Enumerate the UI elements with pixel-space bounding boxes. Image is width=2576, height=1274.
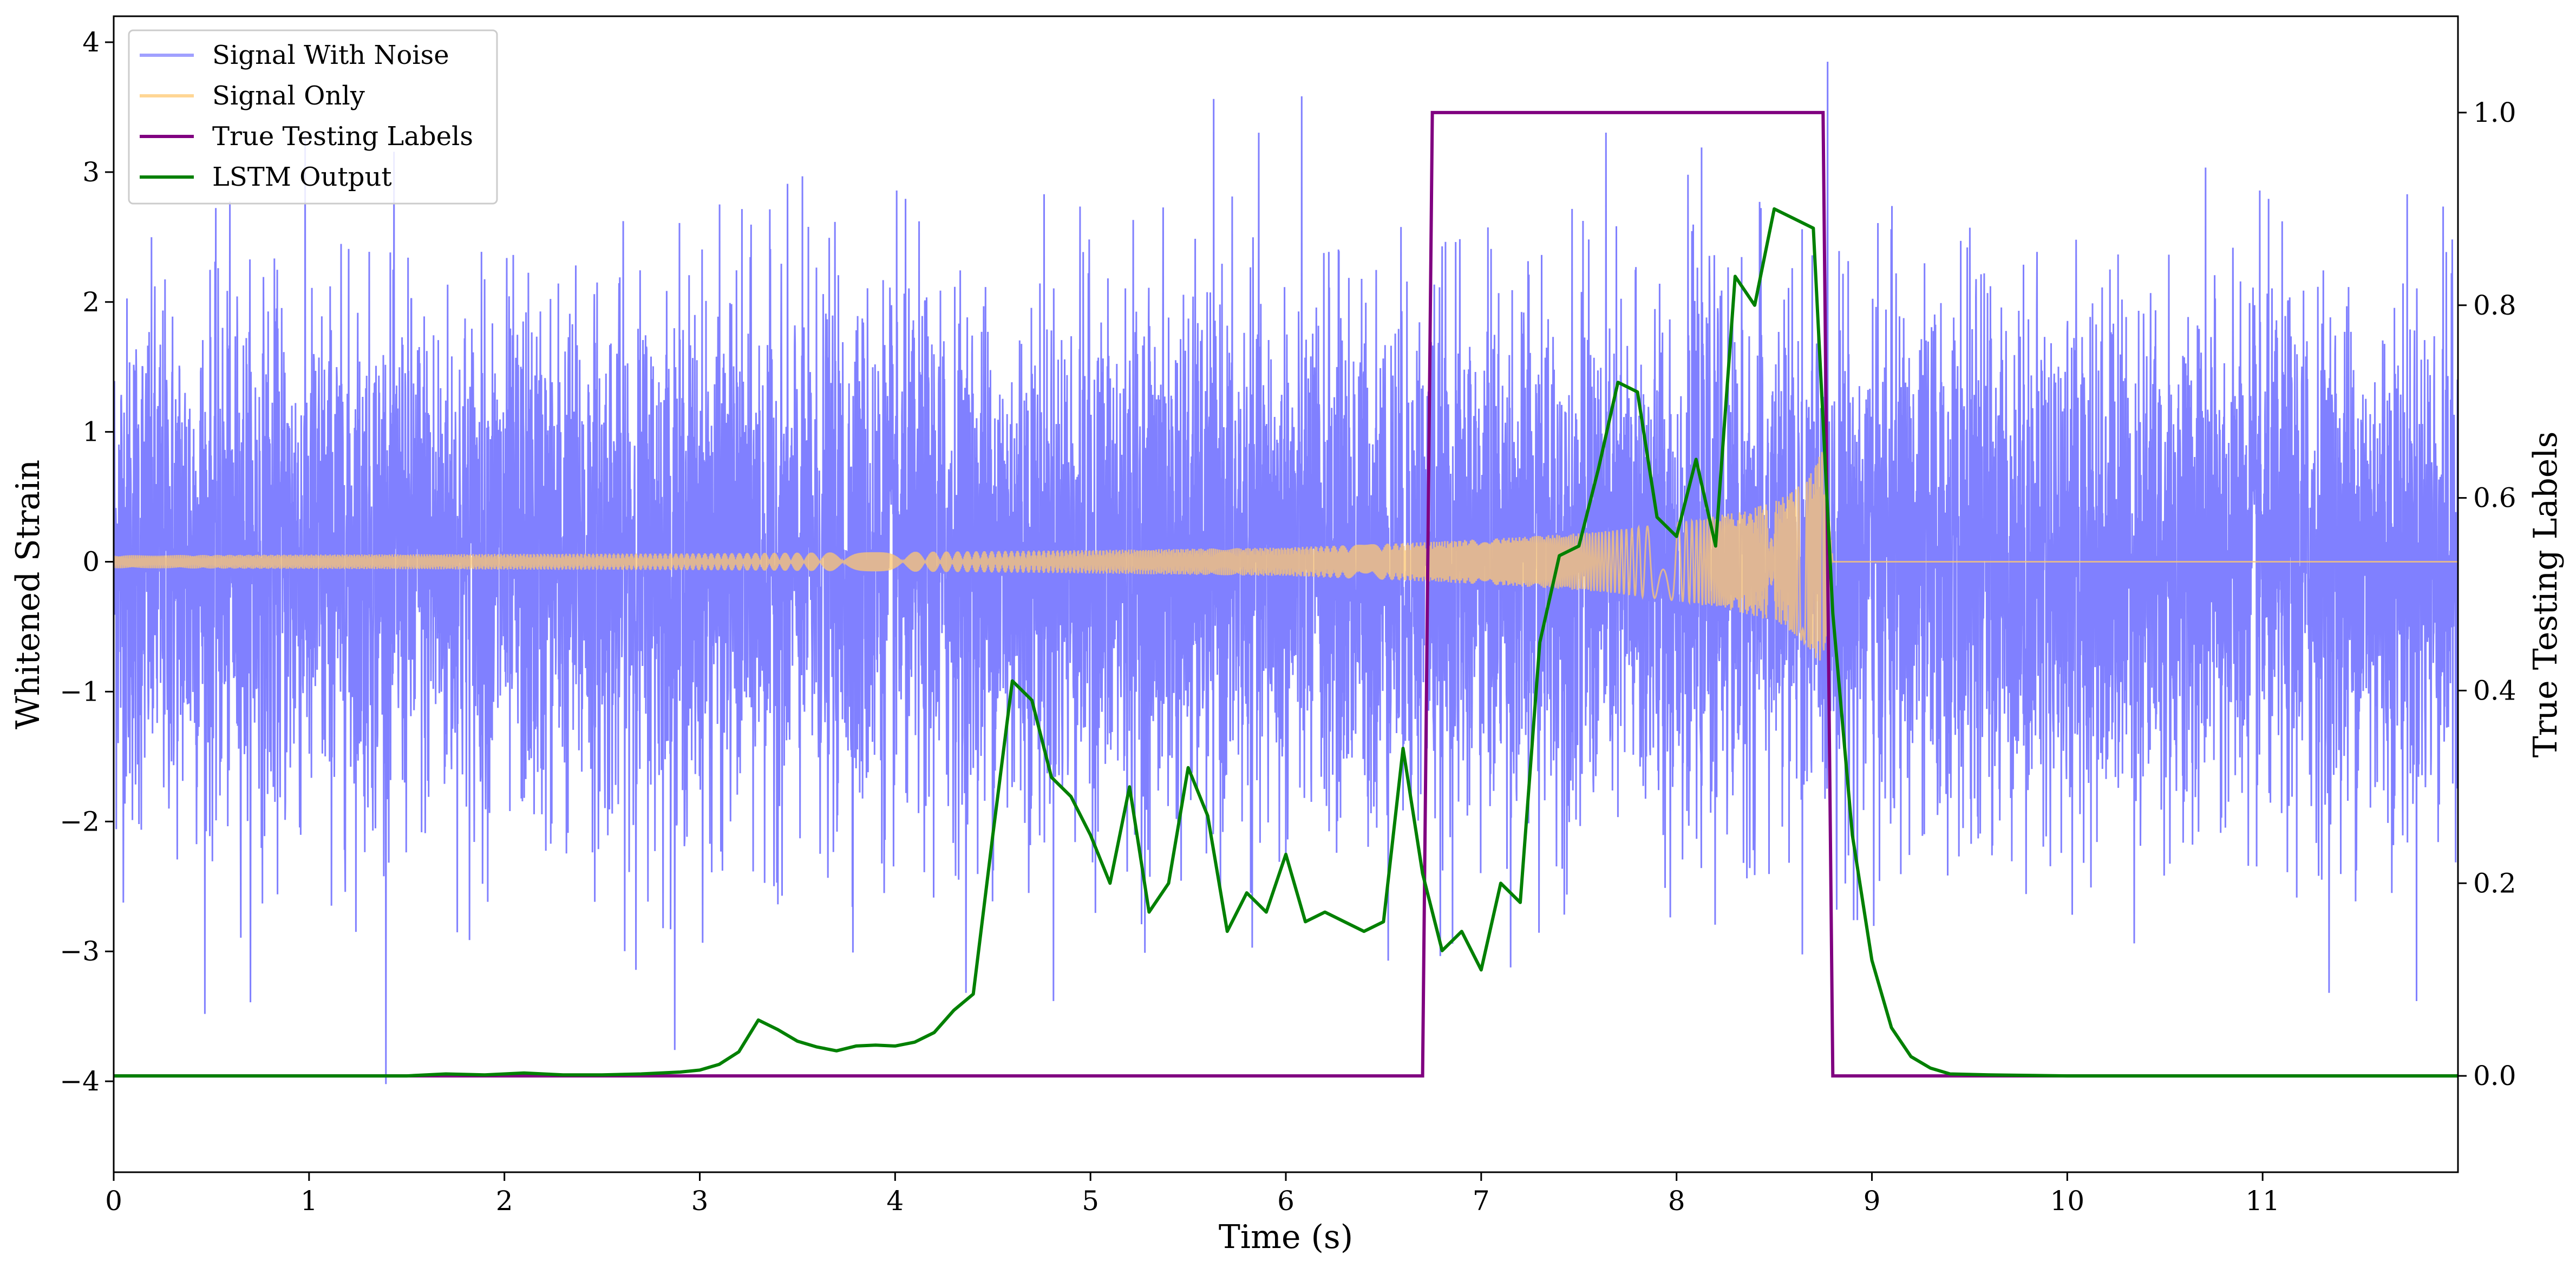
legend-box [128, 29, 498, 205]
legend-label: Signal With Noise [212, 40, 449, 70]
legend-label: LSTM Output [212, 162, 392, 192]
y-tick-label: −2 [60, 806, 100, 837]
y-tick-label: −4 [60, 1066, 100, 1097]
y-axis-title: Whitened Strain [9, 460, 47, 729]
y-tick-label: 1 [82, 416, 100, 448]
x-tick-label: 8 [1668, 1185, 1685, 1217]
y2-tick-label: 0.6 [2473, 482, 2516, 514]
y-tick-label: 2 [82, 286, 100, 318]
lstm-output-line [114, 207, 2458, 1078]
y2-tick-label: 1.0 [2473, 97, 2516, 128]
y-tick-label: 3 [82, 156, 100, 188]
x-tick-label: 1 [300, 1185, 318, 1217]
y-tick-label: −1 [60, 676, 100, 707]
x-tick-label: 5 [1082, 1185, 1099, 1217]
y2-tick-label: 0.4 [2473, 675, 2516, 706]
legend-label: True Testing Labels [212, 121, 473, 152]
true-testing-labels-series [114, 110, 2458, 1078]
lstm-output-series [114, 207, 2458, 1078]
y-axis-left: −4 −3 −2 −1 0 1 2 3 4 [60, 27, 114, 1097]
x-axis-title: Time (s) [1219, 1218, 1353, 1256]
y2-tick-label: 0.2 [2473, 867, 2516, 899]
x-tick-label: 2 [496, 1185, 513, 1217]
y-tick-label: −3 [60, 936, 100, 967]
plot-area [114, 61, 2458, 1084]
legend: Signal With Noise Signal Only True Testing… [128, 29, 498, 205]
legend-label: Signal Only [212, 81, 365, 111]
true-testing-labels-line [114, 110, 2458, 1078]
x-tick-label: 11 [2245, 1185, 2280, 1217]
x-tick-label: 7 [1473, 1185, 1490, 1217]
y-tick-label: 4 [82, 27, 100, 58]
x-tick-label: 6 [1277, 1185, 1294, 1217]
x-tick-label: 9 [1864, 1185, 1881, 1217]
signal-only-line [114, 452, 2458, 661]
signal-only-series [114, 452, 2458, 661]
y2-tick-label: 0.0 [2473, 1060, 2516, 1092]
y-axis-right: 0.0 0.2 0.4 0.6 0.8 1.0 [2458, 97, 2516, 1092]
x-tick-label: 10 [2050, 1185, 2085, 1217]
x-tick-label: 3 [691, 1185, 709, 1217]
x-tick-label: 0 [105, 1185, 122, 1217]
y-tick-label: 0 [82, 546, 100, 578]
y2-axis-title: True Testing Labels [2527, 432, 2565, 758]
y2-tick-label: 0.8 [2473, 290, 2516, 321]
x-axis: 0 1 2 3 4 5 6 7 8 9 10 11 [105, 1172, 2280, 1217]
x-tick-label: 4 [886, 1185, 904, 1217]
